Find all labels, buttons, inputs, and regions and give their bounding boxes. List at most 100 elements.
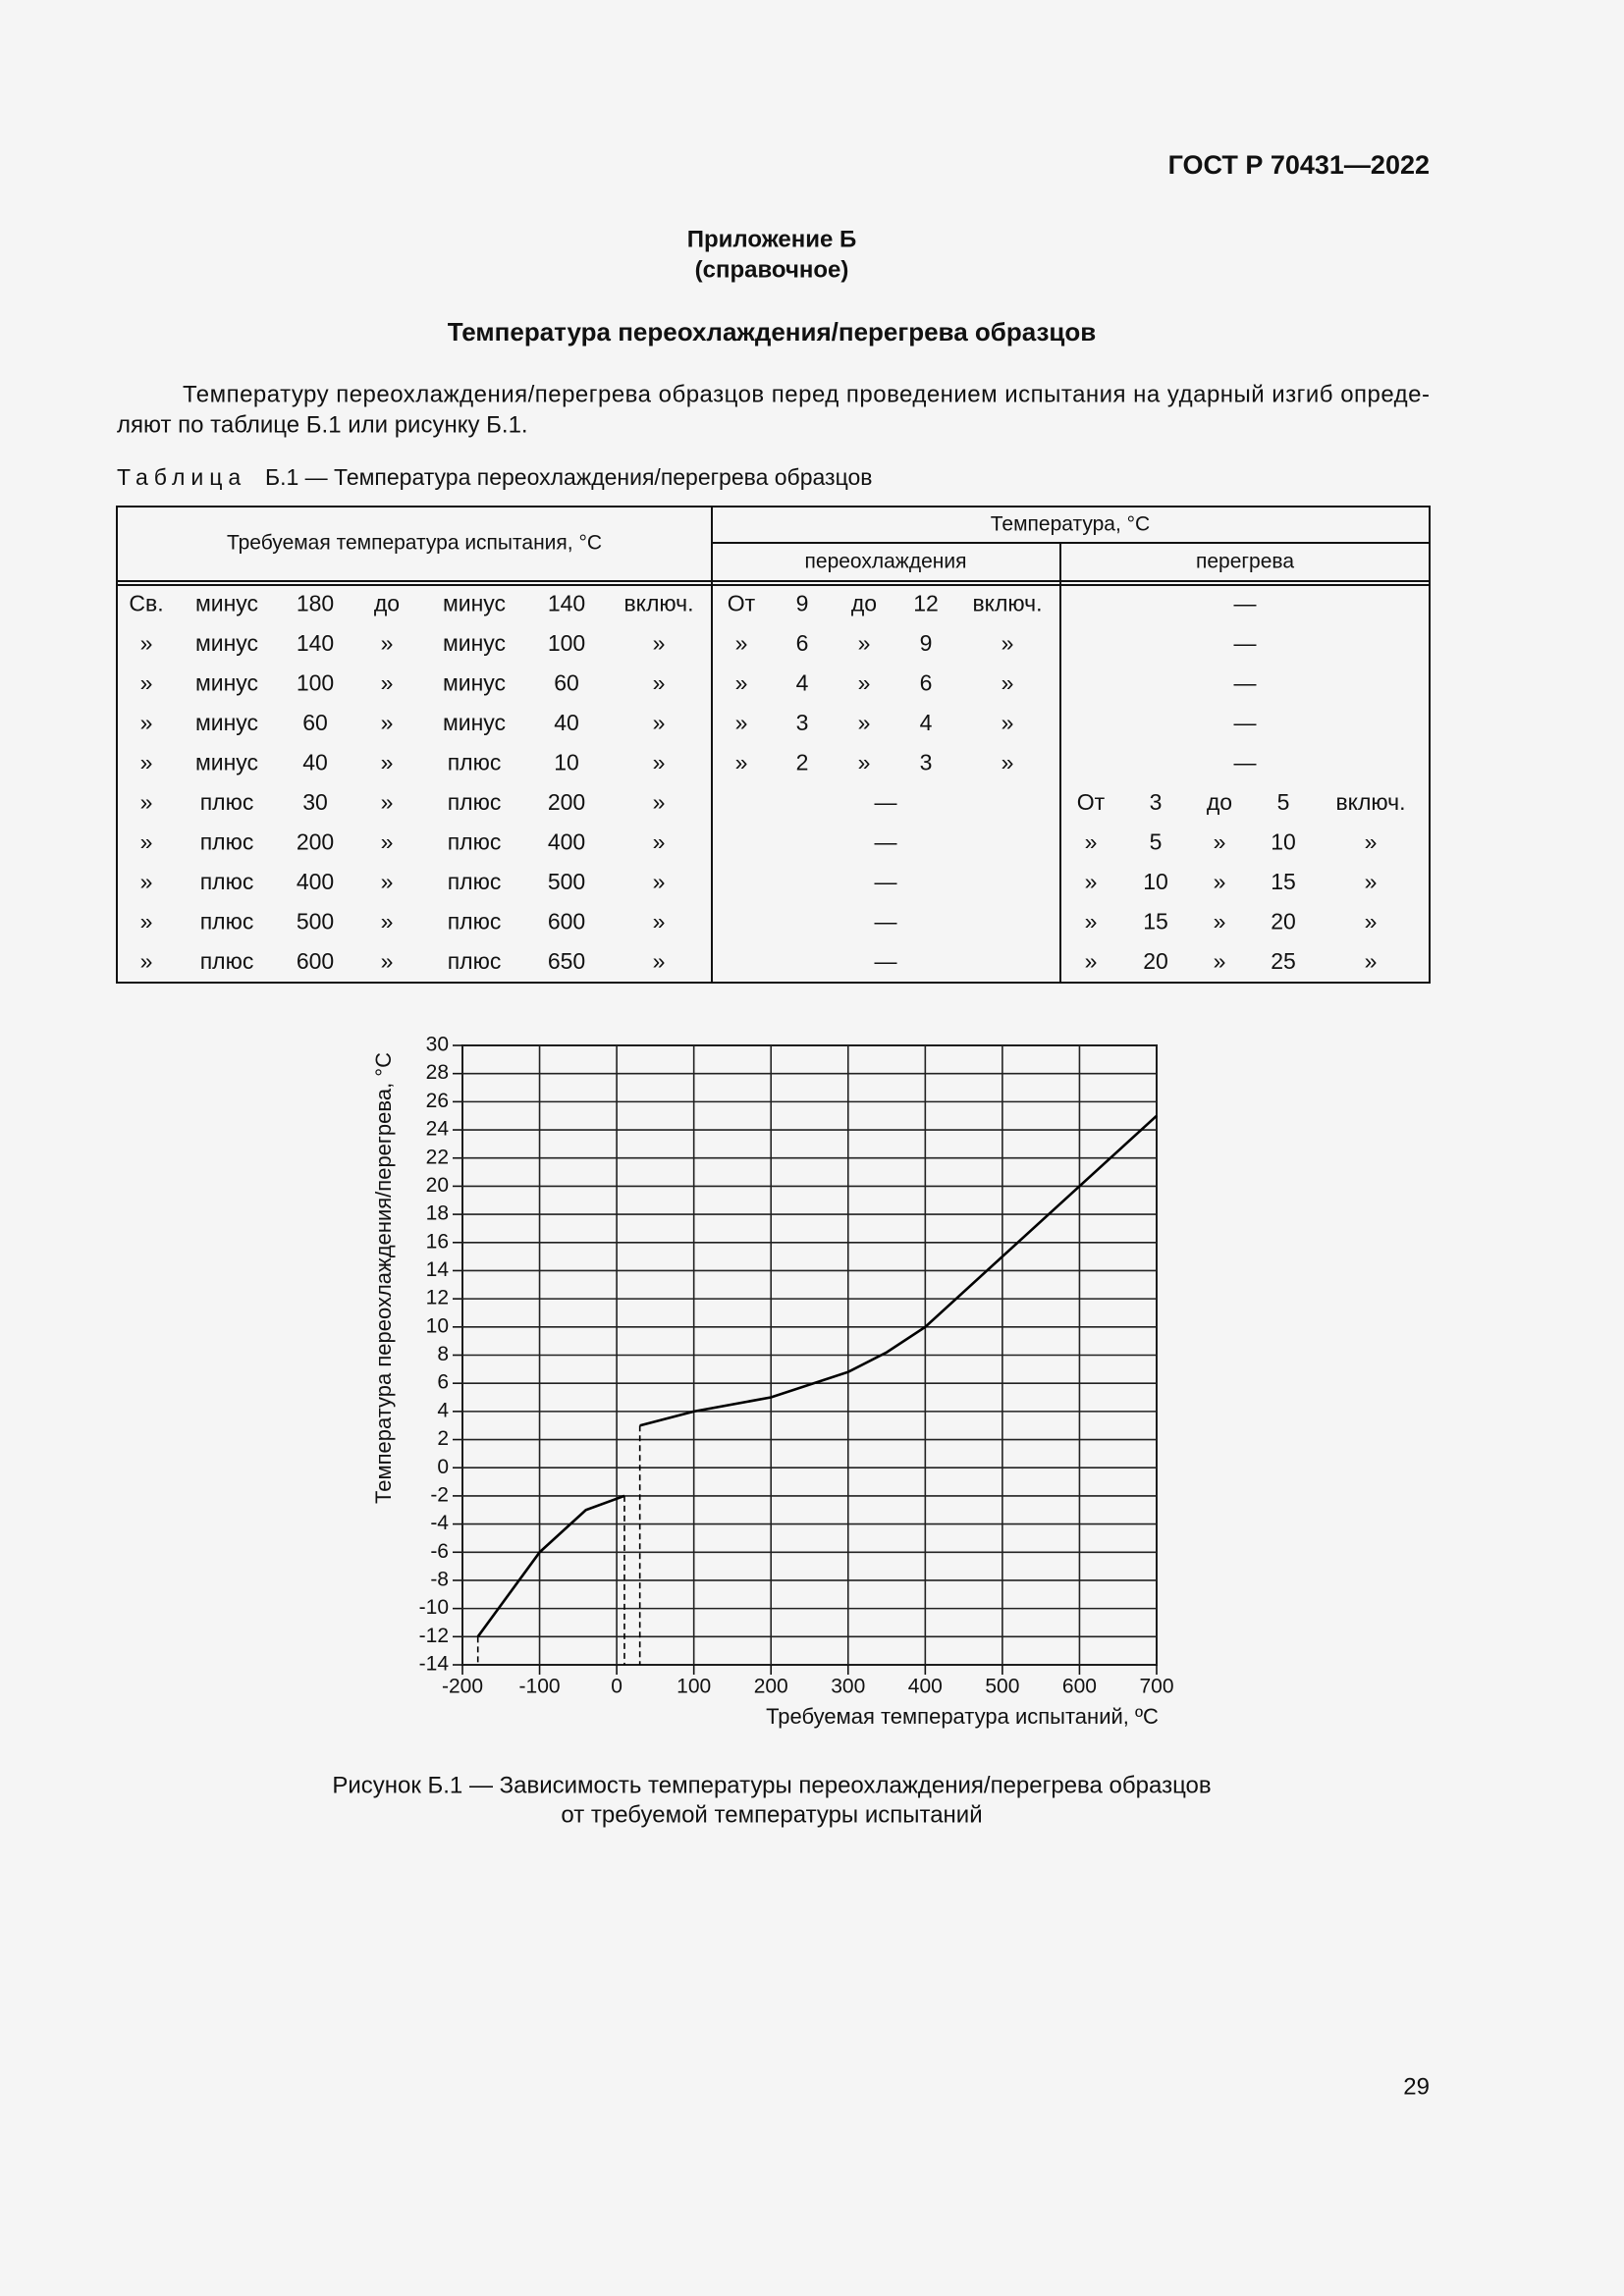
table-cell: » bbox=[653, 630, 666, 656]
table-frame bbox=[116, 506, 1431, 984]
table-cell: От bbox=[1077, 789, 1106, 815]
appendix-subtitle: (справочное) bbox=[695, 256, 849, 283]
table-cell: 40 bbox=[302, 749, 328, 774]
table-cell: » bbox=[381, 710, 394, 735]
table-cell: » bbox=[140, 869, 153, 894]
y-tick-label: 8 bbox=[437, 1343, 449, 1365]
y-tick-label: -14 bbox=[419, 1653, 450, 1676]
table-cell: 12 bbox=[913, 590, 939, 615]
table-cell: 600 bbox=[297, 948, 334, 974]
table-cell: 140 bbox=[297, 630, 334, 656]
y-tick-label: 30 bbox=[426, 1034, 449, 1056]
table-header: Требуемая температура испытания, °С bbox=[227, 532, 602, 555]
table-cell: — bbox=[1234, 710, 1257, 735]
table-cell: » bbox=[735, 710, 748, 735]
paragraph-line: Температуру переохлаждения/перегрева обр… bbox=[183, 381, 1430, 407]
table-cell: » bbox=[1365, 908, 1378, 934]
x-tick-label: -100 bbox=[519, 1676, 561, 1698]
figure-caption: от требуемой температуры испытаний bbox=[561, 1801, 982, 1828]
table-cell: — bbox=[875, 789, 897, 815]
table-cell: » bbox=[1365, 948, 1378, 974]
table-cell: » bbox=[653, 828, 666, 854]
table-cell: » bbox=[140, 908, 153, 934]
figure-caption: Рисунок Б.1 — Зависимость температуры пе… bbox=[332, 1772, 1211, 1798]
table-cell: плюс bbox=[448, 789, 502, 815]
table-cell: 10 bbox=[554, 749, 579, 774]
table-cell: минус bbox=[443, 630, 506, 656]
table-cell: плюс bbox=[200, 789, 254, 815]
y-tick-label: -4 bbox=[430, 1512, 449, 1534]
table-cell: 3 bbox=[920, 749, 933, 774]
table-cell: » bbox=[140, 749, 153, 774]
y-tick-label: 4 bbox=[437, 1399, 449, 1421]
table-cell: включ. bbox=[623, 590, 693, 615]
table-cell: » bbox=[381, 630, 394, 656]
x-tick-label: 600 bbox=[1062, 1676, 1097, 1698]
table-cell: 200 bbox=[548, 789, 585, 815]
y-tick-label: 0 bbox=[437, 1456, 449, 1478]
data-line bbox=[476, 1494, 625, 1638]
table-cell: » bbox=[653, 948, 666, 974]
table-cell: » bbox=[1085, 948, 1098, 974]
y-tick-label: 28 bbox=[426, 1061, 449, 1084]
table-cell: 650 bbox=[548, 948, 585, 974]
table-cell: » bbox=[735, 669, 748, 695]
y-tick-label: 16 bbox=[426, 1230, 449, 1253]
y-tick-label: -12 bbox=[419, 1625, 449, 1647]
table-cell: » bbox=[381, 828, 394, 854]
table-cell: 40 bbox=[554, 710, 579, 735]
table-cell: — bbox=[875, 828, 897, 854]
table-cell: 60 bbox=[554, 669, 579, 695]
table-cell: — bbox=[875, 948, 897, 974]
table-cell: минус bbox=[443, 669, 506, 695]
table-cell: до bbox=[374, 590, 400, 615]
y-tick-label: 26 bbox=[426, 1090, 449, 1112]
table-cell: » bbox=[381, 749, 394, 774]
y-tick-label: -8 bbox=[430, 1569, 449, 1591]
table-cell: » bbox=[858, 630, 871, 656]
table-cell: » bbox=[1365, 828, 1378, 854]
table-cell: 10 bbox=[1143, 869, 1168, 894]
table-cell: 25 bbox=[1271, 948, 1296, 974]
table-cell: 140 bbox=[548, 590, 585, 615]
table-cell: 6 bbox=[920, 669, 933, 695]
table-cell: » bbox=[735, 630, 748, 656]
table-cell: » bbox=[140, 948, 153, 974]
table-cell: От bbox=[728, 590, 756, 615]
table-caption-text: Б.1 — Температура переохлаждения/перегре… bbox=[265, 464, 873, 490]
table-cell: » bbox=[653, 869, 666, 894]
table-cell: минус bbox=[195, 630, 258, 656]
y-tick-label: -10 bbox=[419, 1596, 449, 1619]
y-tick-label: 20 bbox=[426, 1174, 449, 1197]
x-tick-label: -200 bbox=[442, 1676, 483, 1698]
table-caption: Таблица Б.1 — Температура переохлаждения… bbox=[117, 464, 873, 490]
table-cell: минус bbox=[443, 710, 506, 735]
y-tick-label: 6 bbox=[437, 1371, 449, 1394]
table-cell: » bbox=[858, 710, 871, 735]
table-header: Температура, °С bbox=[991, 513, 1150, 536]
table-cell: » bbox=[140, 789, 153, 815]
table-cell: минус bbox=[195, 669, 258, 695]
table-cell: 15 bbox=[1271, 869, 1296, 894]
table-cell: плюс bbox=[200, 908, 254, 934]
table-cell: 2 bbox=[796, 749, 809, 774]
table-header: переохлаждения bbox=[805, 551, 967, 573]
section-title: Температура переохлаждения/перегрева обр… bbox=[448, 317, 1097, 347]
table-cell: плюс bbox=[200, 828, 254, 854]
table-cell: 5 bbox=[1277, 789, 1290, 815]
table-cell: включ. bbox=[1335, 789, 1405, 815]
table-cell: 400 bbox=[548, 828, 585, 854]
table-cell: — bbox=[875, 869, 897, 894]
y-tick-label: 22 bbox=[426, 1146, 449, 1168]
table-cell: 30 bbox=[302, 789, 328, 815]
table-cell: » bbox=[1214, 869, 1226, 894]
table-cell: 60 bbox=[302, 710, 328, 735]
table-cell: 500 bbox=[297, 908, 334, 934]
data-line bbox=[639, 1114, 1158, 1427]
table-cell: 10 bbox=[1271, 828, 1296, 854]
table-cell: 100 bbox=[548, 630, 585, 656]
table-cell: » bbox=[653, 669, 666, 695]
table-cell: » bbox=[381, 869, 394, 894]
